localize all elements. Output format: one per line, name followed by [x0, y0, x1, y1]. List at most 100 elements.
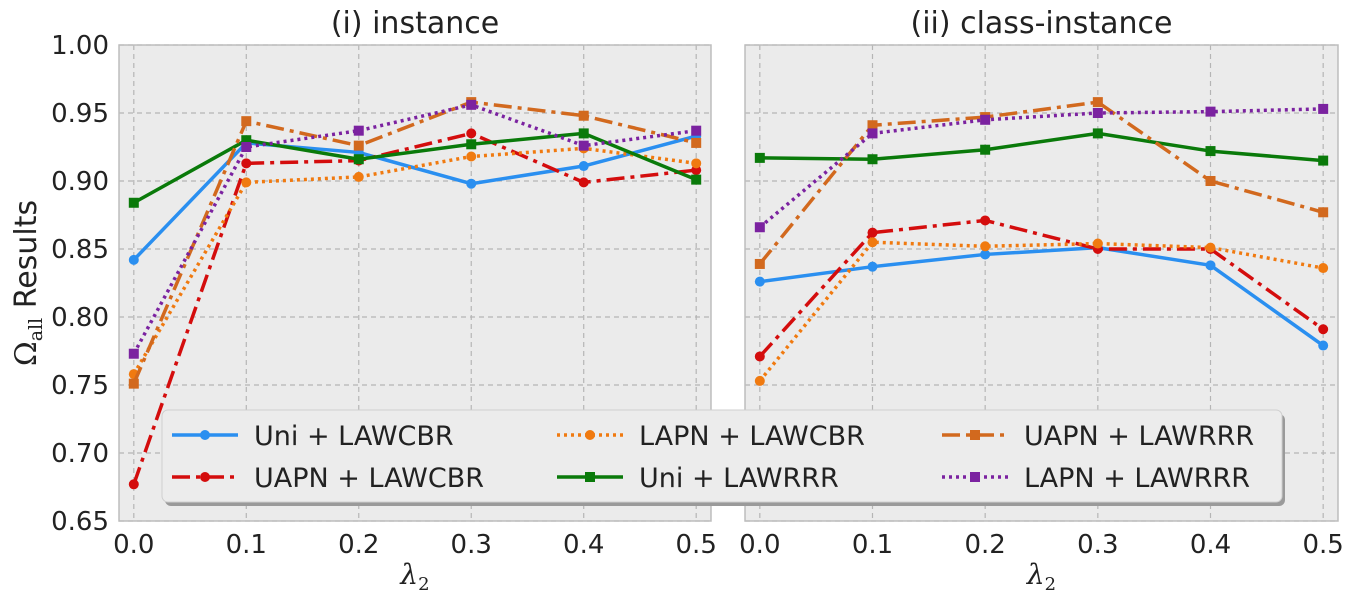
data-point	[241, 135, 252, 146]
x-tick-label: 0.5	[1302, 530, 1343, 560]
legend-label: UAPN + LAWRRR	[1024, 421, 1254, 452]
y-axis-label-subscript: all	[25, 318, 47, 341]
y-tick-label: 0.85	[51, 235, 109, 265]
series-uapn_cbr	[754, 215, 1329, 362]
legend-label: UAPN + LAWCBR	[254, 463, 484, 494]
y-axis-label: Ωall Results	[9, 200, 47, 366]
x-tick-label: 0.2	[964, 530, 1005, 560]
y-tick-label: 0.90	[51, 167, 109, 197]
data-point	[754, 258, 765, 269]
x-tick-label: 0.5	[676, 530, 717, 560]
data-point	[241, 177, 252, 188]
data-point	[241, 116, 252, 127]
data-point	[980, 241, 991, 252]
legend-marker	[585, 430, 595, 440]
series-line	[759, 245, 1325, 347]
series-line	[758, 107, 1324, 229]
x-tick-label: 0.4	[563, 530, 604, 560]
data-point	[1318, 207, 1329, 218]
data-point	[1205, 106, 1216, 117]
data-point	[754, 152, 765, 163]
y-axis-label-symbol: Ω	[9, 341, 44, 366]
y-tick-label: 0.80	[51, 303, 109, 333]
legend-item-lapn_cbr: LAPN + LAWCBR	[557, 421, 865, 452]
data-point	[128, 197, 139, 208]
data-point	[980, 114, 991, 125]
series-line	[132, 100, 697, 385]
y-tick-label: 0.95	[51, 99, 109, 129]
data-point	[867, 120, 878, 131]
data-point	[867, 128, 878, 139]
x-tick-label: 0.4	[1190, 530, 1231, 560]
legend-label: Uni + LAWRRR	[639, 463, 839, 494]
data-point	[578, 177, 589, 188]
data-point	[1092, 97, 1103, 108]
x-axis-label: λ2	[399, 558, 429, 595]
data-point	[1092, 128, 1103, 139]
data-point	[691, 137, 702, 148]
plot-frame	[744, 44, 1339, 522]
series-line	[132, 131, 697, 205]
data-point	[128, 378, 139, 389]
data-point	[867, 227, 878, 238]
x-tick-label: 0.3	[1077, 530, 1118, 560]
y-tick-label: 0.75	[51, 371, 109, 401]
legend-marker	[200, 472, 210, 482]
data-point	[1205, 146, 1216, 157]
data-point	[1205, 260, 1216, 271]
legend-label: Uni + LAWCBR	[254, 421, 454, 452]
x-axis-label: λ2	[1026, 558, 1056, 595]
legend-marker	[585, 472, 595, 482]
data-point	[578, 128, 589, 139]
data-point	[980, 144, 991, 155]
legend-box	[161, 409, 1283, 503]
data-point	[1205, 242, 1216, 253]
data-point	[128, 254, 139, 265]
data-point	[754, 351, 765, 362]
x-tick-label: 0.1	[852, 530, 893, 560]
legend-label: LAPN + LAWCBR	[639, 421, 865, 452]
panel-2: 0.0 0.1 0.2 0.3 0.4 0.5 (ii) class-instance λ2	[739, 6, 1344, 595]
legend-label: LAPN + LAWRRR	[1024, 463, 1250, 494]
series-lapn_rrr	[754, 103, 1329, 233]
data-point	[691, 125, 702, 136]
y-tick-label: 1.00	[51, 31, 109, 61]
data-point	[578, 161, 589, 172]
x-axis-label-symbol: λ	[399, 558, 418, 591]
data-point	[1092, 108, 1103, 118]
series-lapn_cbr	[754, 237, 1329, 386]
data-point	[1318, 263, 1329, 274]
data-point	[867, 237, 878, 248]
legend-item-uni_rrr: Uni + LAWRRR	[557, 463, 839, 494]
legend-marker	[970, 430, 980, 440]
legend-item-uni_cbr: Uni + LAWCBR	[172, 421, 454, 452]
data-point	[1205, 176, 1216, 186]
data-point	[1092, 238, 1103, 249]
legend: Uni + LAWCBR LAPN + LAWCBR UAPN + LAWRRR UA…	[161, 409, 1285, 506]
series-line	[759, 131, 1324, 163]
x-tick-label: 0.0	[113, 530, 154, 560]
data-point	[241, 142, 252, 152]
panel-title: (ii) class-instance	[910, 6, 1172, 41]
x-tick-label: 0.2	[338, 530, 379, 560]
x-tick-label: 0.1	[226, 530, 267, 560]
legend-marker	[200, 430, 210, 440]
plot-frame	[118, 44, 712, 522]
data-point	[466, 128, 477, 139]
x-axis-label-subscript: 2	[418, 574, 429, 595]
data-point	[691, 158, 702, 169]
series-uni_rrr	[754, 128, 1329, 166]
data-point	[466, 151, 477, 162]
legend-item-uapn_rrr: UAPN + LAWRRR	[942, 421, 1254, 452]
legend-marker	[970, 472, 980, 482]
data-point	[466, 99, 477, 110]
data-point	[128, 479, 139, 490]
series-line	[132, 146, 697, 376]
series-line	[758, 240, 1324, 383]
y-axis-label-text: Results	[9, 200, 44, 318]
data-point	[1318, 103, 1329, 114]
series-line	[132, 103, 697, 355]
data-point	[241, 158, 252, 169]
legend-item-lapn_rrr: LAPN + LAWRRR	[942, 463, 1250, 494]
